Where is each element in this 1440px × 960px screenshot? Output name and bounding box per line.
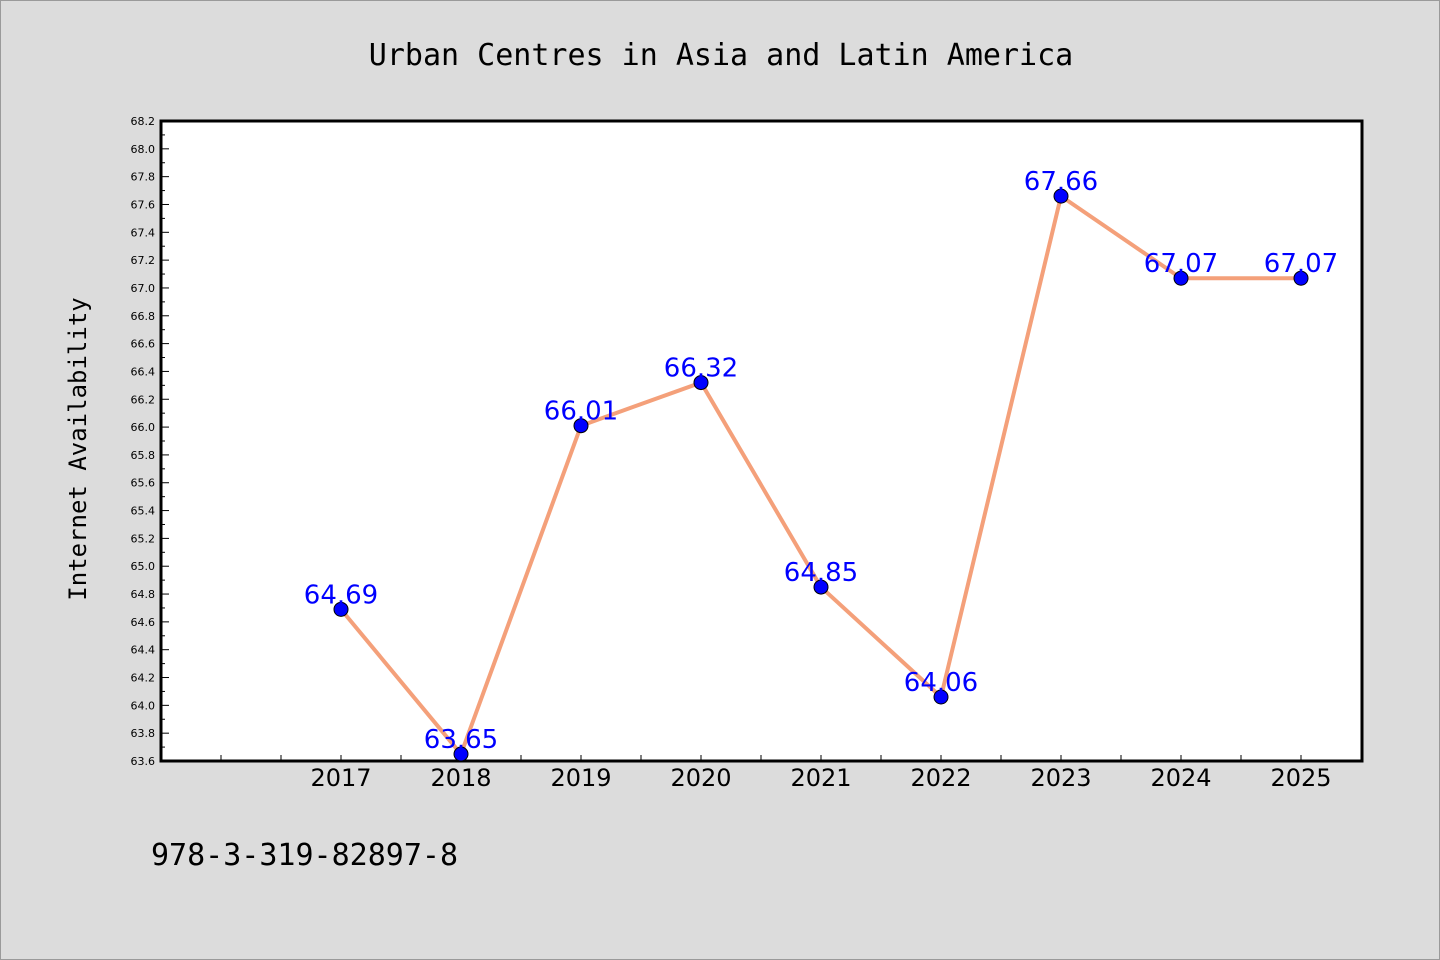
x-tick-label: 2024 — [1150, 764, 1211, 792]
y-tick-label: 67.2 — [131, 254, 156, 267]
y-tick-label: 65.8 — [131, 449, 156, 462]
data-point — [1053, 188, 1069, 204]
data-label: 67.07 — [1264, 249, 1338, 279]
y-tick-label: 67.6 — [131, 198, 156, 211]
y-tick-label: 68.2 — [131, 115, 156, 128]
data-label: 63.65 — [424, 725, 498, 755]
data-point — [453, 746, 469, 762]
data-label: 64.69 — [304, 580, 378, 610]
y-tick-label: 63.6 — [131, 755, 156, 768]
y-tick-label: 64.8 — [131, 588, 156, 601]
y-tick-label: 65.6 — [131, 477, 156, 490]
y-tick-label: 64.2 — [131, 672, 156, 685]
y-tick-label: 65.2 — [131, 532, 156, 545]
data-label: 66.32 — [664, 354, 738, 384]
x-tick-label: 2020 — [670, 764, 731, 792]
y-axis: 63.6 63.8 64.0 64.2 64.4 64.6 64.8 65.0 65.2 65.4… — [131, 115, 169, 768]
data-point — [1293, 270, 1309, 286]
y-tick-label: 66.8 — [131, 310, 156, 323]
data-point — [573, 418, 589, 434]
x-tick-label: 2023 — [1030, 764, 1091, 792]
data-point — [933, 689, 949, 705]
footnote-isbn: 978-3-319-82897-8 — [151, 838, 458, 873]
data-label: 64.06 — [904, 668, 978, 698]
data-label: 67.66 — [1024, 167, 1098, 197]
x-tick-label: 2025 — [1270, 764, 1331, 792]
y-tick-label: 64.4 — [131, 644, 156, 657]
plot-area — [159, 119, 1364, 763]
data-point — [693, 375, 709, 391]
y-tick-label: 65.0 — [131, 560, 156, 573]
data-point — [333, 601, 349, 617]
y-tick-label: 67.8 — [131, 171, 156, 184]
data-point — [813, 579, 829, 595]
x-tick-label: 2017 — [310, 764, 371, 792]
y-tick-label: 64.6 — [131, 616, 156, 629]
x-tick-label: 2021 — [790, 764, 851, 792]
y-tick-label: 68.0 — [131, 143, 156, 156]
y-tick-label: 67.4 — [131, 226, 156, 239]
series-layer: 64.69 63.65 66.01 66.32 64.85 64.06 67.66 67.07… — [304, 167, 1338, 762]
data-label: 67.07 — [1144, 249, 1218, 279]
x-tick-label: 2019 — [550, 764, 611, 792]
y-tick-label: 66.4 — [131, 365, 156, 378]
x-tick-label: 2018 — [430, 764, 491, 792]
y-tick-label: 66.0 — [131, 421, 156, 434]
data-label: 64.85 — [784, 558, 858, 588]
data-label: 66.01 — [544, 397, 618, 427]
y-tick-label: 67.0 — [131, 282, 156, 295]
y-tick-label: 65.4 — [131, 505, 156, 518]
chart-title: Urban Centres in Asia and Latin America — [369, 38, 1073, 73]
y-tick-label: 66.2 — [131, 393, 156, 406]
x-axis: 2017 2018 2019 2020 2021 2022 2023 2024 2025 — [220, 755, 1332, 792]
y-tick-label: 63.8 — [131, 727, 156, 740]
data-point — [1173, 270, 1189, 286]
y-tick-label: 66.6 — [131, 338, 156, 351]
x-tick-label: 2022 — [910, 764, 971, 792]
y-axis-label: Internet Availability — [64, 297, 92, 600]
y-tick-label: 64.0 — [131, 699, 156, 712]
